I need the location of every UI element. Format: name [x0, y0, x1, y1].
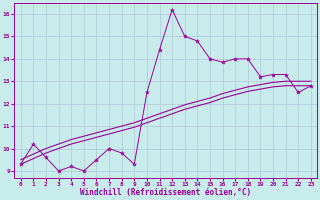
X-axis label: Windchill (Refroidissement éolien,°C): Windchill (Refroidissement éolien,°C)	[80, 188, 252, 197]
